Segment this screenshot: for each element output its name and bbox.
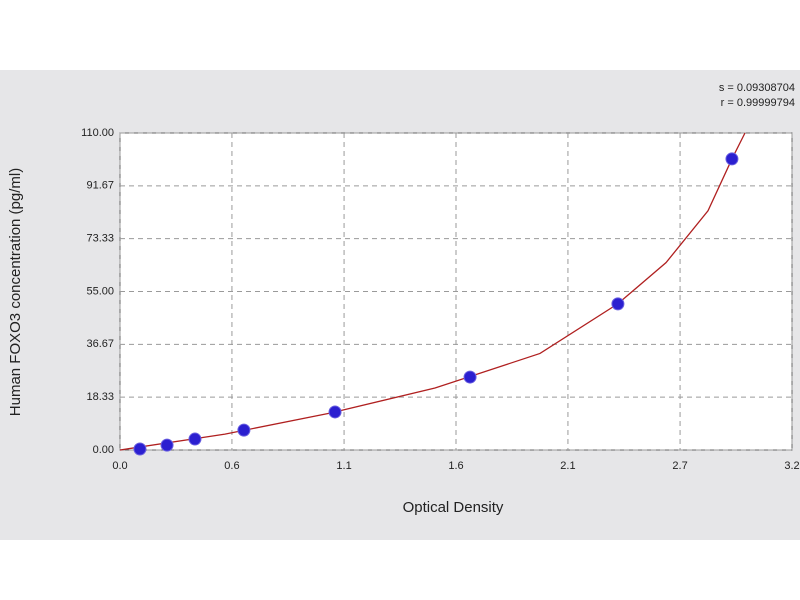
annotation: r = 0.99999794 [721,97,795,109]
data-point [463,370,477,384]
x-tick-label: 0.6 [224,460,239,472]
data-point [725,152,739,166]
x-tick-label: 3.2 [784,460,799,472]
data-point [611,297,625,311]
data-point [237,423,251,437]
data-point [328,405,342,419]
y-axis-title: Human FOXO3 concentration (pg/ml) [7,168,24,416]
x-tick-label: 1.1 [336,460,351,472]
y-tick-label: 0.00 [93,444,114,456]
y-tick-label: 110.00 [81,127,114,139]
annotation: s = 0.09308704 [719,82,795,94]
x-axis-title: Optical Density [403,499,504,516]
y-tick-label: 91.67 [86,180,114,192]
x-tick-label: 2.1 [560,460,575,472]
y-tick-label: 55.00 [86,285,114,297]
fit-curve [119,132,746,451]
y-tick-label: 36.67 [86,338,114,350]
x-tick-label: 2.7 [672,460,687,472]
data-point [133,442,147,456]
x-tick-label: 1.6 [448,460,463,472]
x-tick-label: 0.0 [112,460,127,472]
data-point [188,432,202,446]
data-point [160,438,174,452]
y-tick-label: 18.33 [86,391,114,403]
y-tick-label: 73.33 [86,233,114,245]
